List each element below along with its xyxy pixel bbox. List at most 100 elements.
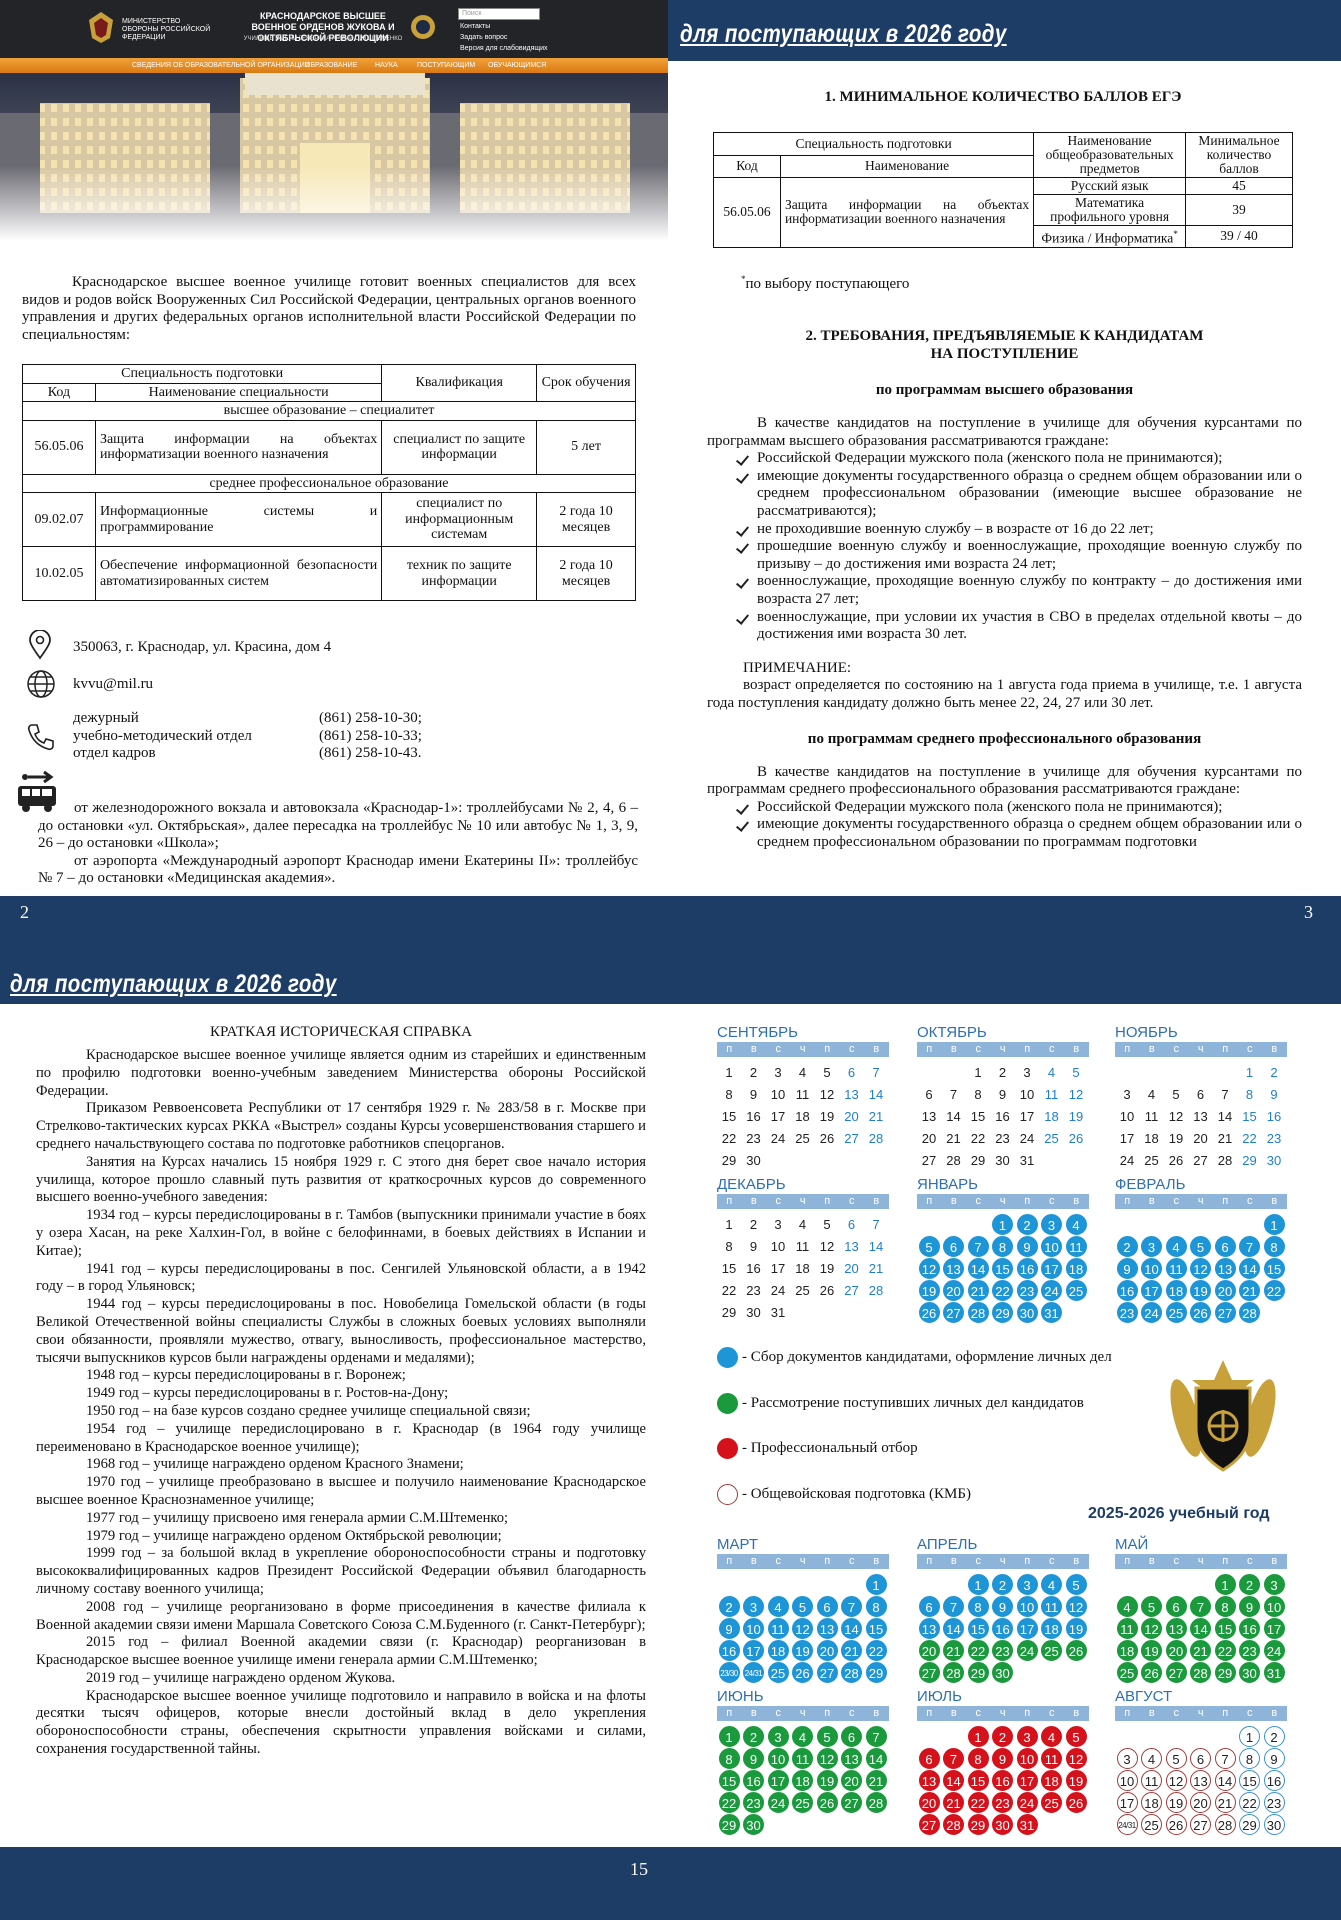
calendar-day: 8 bbox=[967, 1748, 989, 1769]
calendar-day: 17 bbox=[1019, 1109, 1035, 1124]
calendar-day: 6 bbox=[925, 1087, 933, 1102]
calendar-day: 6 bbox=[1190, 1748, 1211, 1769]
calendar-day: 21 bbox=[841, 1640, 862, 1661]
calendar-day: 2 bbox=[749, 1065, 758, 1080]
calendar-day: 25 bbox=[1041, 1640, 1062, 1661]
subject-text: Физика / Информатика bbox=[1041, 230, 1174, 246]
calendar-day: 19 bbox=[819, 1109, 835, 1124]
calendar-day: 29 bbox=[1242, 1153, 1257, 1168]
footnote: *по выбору поступающего bbox=[741, 274, 909, 293]
calendar-day: 29 bbox=[967, 1662, 989, 1683]
calendar-day: 27 bbox=[943, 1302, 964, 1323]
calendar-day: 27 bbox=[1214, 1302, 1236, 1323]
search-box[interactable]: Поиск bbox=[458, 8, 540, 20]
calendar-day: 17 bbox=[770, 1109, 786, 1124]
calendar-day: 2 bbox=[749, 1217, 758, 1232]
nav-item[interactable]: СВЕДЕНИЯ ОБ ОБРАЗОВАТЕЛЬНОЙ ОРГАНИЗАЦИИ bbox=[132, 62, 310, 69]
code-cell: 09.02.07 bbox=[22, 492, 96, 547]
group-cell: высшее образование – специалитет bbox=[22, 401, 636, 421]
calendar-day: 2 bbox=[998, 1065, 1007, 1080]
calendar-day: 12 bbox=[1168, 1109, 1184, 1124]
history-paragraph: 1970 год – училище преобразовано в высше… bbox=[36, 1474, 646, 1508]
site-nav: СВЕДЕНИЯ ОБ ОБРАЗОВАТЕЛЬНОЙ ОРГАНИЗАЦИИ О… bbox=[0, 58, 668, 73]
header-link[interactable]: Контакты bbox=[460, 23, 491, 30]
calendar-day: 5 bbox=[1065, 1574, 1087, 1595]
month: МАРТ п в с ч п с в 1 2 3 4 5 6 7 8 9 10 11 12 13 14 15 16 17 18 19… bbox=[717, 1536, 893, 1686]
calendar-day: 19 bbox=[819, 1261, 835, 1276]
calendar-day: 31 bbox=[1016, 1814, 1038, 1835]
calendar-day: 2 bbox=[1116, 1236, 1138, 1257]
calendar-day: 15 bbox=[721, 1261, 737, 1276]
checklist-item: военнослужащие, проходящие военную служб… bbox=[707, 573, 1302, 608]
calendar-day: 1 bbox=[725, 1065, 733, 1080]
calendar-day: 28 bbox=[868, 1131, 884, 1146]
weekday: с bbox=[1247, 1043, 1253, 1055]
nav-item[interactable]: ОБРАЗОВАНИЕ bbox=[305, 62, 358, 69]
calendar-day: 6 bbox=[1165, 1596, 1187, 1617]
calendar-day: 15 bbox=[1263, 1258, 1285, 1279]
calendar-day: 6 bbox=[847, 1217, 856, 1232]
calendar-day: 15 bbox=[1239, 1770, 1260, 1791]
nav-item[interactable]: ПОСТУПАЮЩИМ bbox=[417, 62, 476, 69]
calendar-day: 3 bbox=[774, 1217, 782, 1232]
month-name: АВГУСТ bbox=[1115, 1688, 1173, 1705]
calendar-day: 1 bbox=[967, 1574, 989, 1595]
header-link[interactable]: Задать вопрос bbox=[460, 34, 508, 41]
calendar-day: 1 bbox=[1263, 1214, 1285, 1235]
legend-swatch bbox=[717, 1438, 738, 1459]
calendar-day: 31 bbox=[1041, 1302, 1062, 1323]
calendar-day: 4 bbox=[1041, 1726, 1062, 1747]
header-cell: Специальность подготовки bbox=[21, 364, 383, 384]
month-name: МАРТ bbox=[717, 1536, 758, 1553]
directions: от железнодорожного вокзала и автовокзал… bbox=[38, 800, 638, 888]
calendar-day: 23 bbox=[1016, 1280, 1038, 1301]
calendar-day: 7 bbox=[949, 1087, 958, 1102]
weekday: п bbox=[1124, 1043, 1131, 1055]
header-link[interactable]: Версия для слабовидящих bbox=[460, 45, 548, 52]
calendar-day: 1 bbox=[1239, 1726, 1260, 1747]
phone-row: дежурный (861) 258-10-30; bbox=[73, 710, 453, 728]
calendar-day: 16 bbox=[718, 1640, 740, 1661]
calendar-day: 19 bbox=[1141, 1640, 1162, 1661]
calendar-day: 13 bbox=[841, 1748, 862, 1769]
calendar-day: 22 bbox=[970, 1131, 986, 1146]
calendar-day: 13 bbox=[1190, 1770, 1211, 1791]
calendar-day: 11 bbox=[1141, 1770, 1162, 1791]
calendar-day: 1 bbox=[992, 1214, 1013, 1235]
calendar-day: 30 bbox=[1266, 1153, 1282, 1168]
calendar-day: 24 bbox=[767, 1792, 789, 1813]
calendar-day: 12 bbox=[1165, 1770, 1187, 1791]
nav-item[interactable]: НАУКА bbox=[375, 62, 398, 69]
table-row: Математика профильного уровня 39 bbox=[714, 194, 1293, 226]
weekday: с bbox=[1247, 1555, 1253, 1567]
legend-swatch bbox=[717, 1347, 738, 1368]
calendar-day: 9 bbox=[749, 1239, 758, 1254]
month: СЕНТЯБРЬ п в с ч п с в 1 2 3 4 5 6 7 8 9 10 11 12 13 14 15 16 17… bbox=[717, 1024, 893, 1174]
calendar-day: 22 bbox=[992, 1280, 1013, 1301]
email: kvvu@mil.ru bbox=[73, 676, 154, 692]
nav-item[interactable]: ОБУЧАЮЩИМСЯ bbox=[488, 62, 547, 69]
calendar-day: 21 bbox=[946, 1131, 961, 1146]
month: ОКТЯБРЬ п в с ч п с в 1 2 3 4 5 6 7 8 9 10 11 12 13 14 15 16 17 1… bbox=[917, 1024, 1093, 1174]
weekday: в bbox=[750, 1707, 757, 1719]
code-cell: 56.05.06 bbox=[22, 419, 96, 475]
phone-label: отдел кадров bbox=[73, 745, 156, 762]
calendar-day: 10 bbox=[1019, 1087, 1035, 1102]
calendar-day: 25 bbox=[1041, 1792, 1062, 1813]
calendar-day: 10 bbox=[1116, 1770, 1138, 1791]
calendar-day: 29 bbox=[970, 1153, 986, 1168]
weekday: с bbox=[849, 1043, 855, 1055]
calendar-day: 27 bbox=[816, 1662, 838, 1683]
month: АПРЕЛЬ п в с ч п с в 1 2 3 4 5 6 7 8 9 10 11 12 13 14 15 16 17 18… bbox=[917, 1536, 1093, 1686]
calendar-day: 1 bbox=[1245, 1065, 1254, 1080]
calendar-day: 8 bbox=[967, 1596, 989, 1617]
calendar-day: 3 bbox=[1041, 1214, 1062, 1235]
title-line: НА ПОСТУПЛЕНИЕ bbox=[930, 346, 1079, 362]
calendar-day: 2 bbox=[992, 1726, 1013, 1747]
